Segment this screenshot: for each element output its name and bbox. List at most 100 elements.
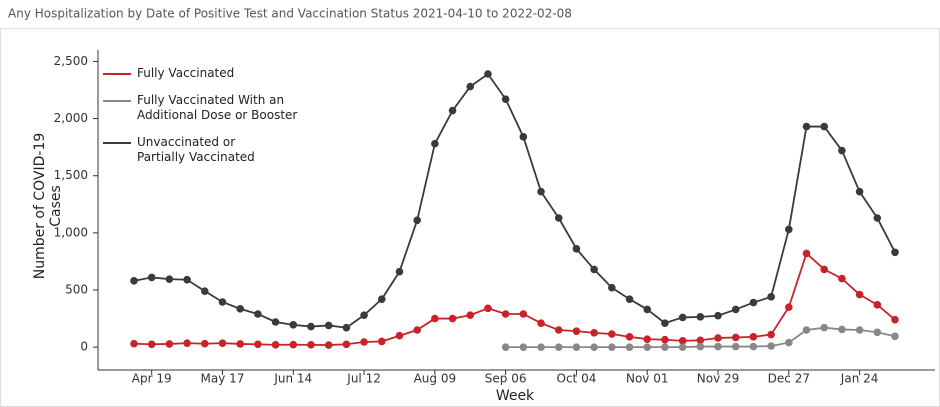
data-point xyxy=(324,321,333,330)
data-point xyxy=(236,305,244,313)
data-point xyxy=(501,310,510,318)
data-point xyxy=(590,329,598,337)
data-point xyxy=(501,343,510,351)
data-point xyxy=(590,343,598,351)
chart-title: Any Hospitalization by Date of Positive … xyxy=(8,7,572,21)
data-point xyxy=(785,338,793,347)
x-tick-label: Oct 04 xyxy=(557,372,597,386)
data-point xyxy=(324,341,333,349)
legend: Fully Vaccinated Fully Vaccinated With an… xyxy=(103,66,327,177)
y-tick-label: 2,500 xyxy=(54,54,88,68)
data-point xyxy=(360,338,368,346)
data-point xyxy=(767,330,775,339)
data-point xyxy=(271,341,280,349)
data-point xyxy=(537,343,545,351)
data-point xyxy=(448,106,457,115)
y-tick-label: 1,500 xyxy=(54,168,88,182)
data-point xyxy=(625,343,634,351)
data-point xyxy=(254,340,262,349)
x-axis-label: Week xyxy=(496,388,535,404)
data-point xyxy=(696,313,705,321)
data-point xyxy=(200,339,209,348)
y-tick-label: 2,000 xyxy=(54,111,88,125)
legend-swatch xyxy=(103,73,131,75)
legend-label: Fully Vaccinated xyxy=(137,66,235,80)
data-point xyxy=(608,283,616,292)
data-point xyxy=(891,315,899,324)
data-point xyxy=(785,303,793,311)
data-point xyxy=(678,337,687,345)
data-point xyxy=(838,325,846,334)
data-point xyxy=(785,225,793,234)
data-point xyxy=(130,277,138,285)
data-point xyxy=(218,298,227,306)
legend-label: Unvaccinated or Partially Vaccinated xyxy=(137,135,255,164)
data-point xyxy=(643,343,652,351)
data-point xyxy=(519,133,528,141)
data-point xyxy=(661,343,669,351)
data-point xyxy=(731,305,740,314)
data-point xyxy=(218,339,227,347)
data-point xyxy=(590,265,598,274)
data-point xyxy=(696,342,705,351)
data-point xyxy=(891,248,899,257)
data-point xyxy=(413,216,421,225)
data-point xyxy=(342,323,351,332)
data-point xyxy=(714,334,722,342)
data-point xyxy=(873,214,882,222)
legend-label: Fully Vaccinated With an Additional Dose… xyxy=(137,93,298,122)
y-tick-label: 0 xyxy=(80,340,88,354)
data-point xyxy=(838,146,846,155)
legend-item[interactable]: Fully Vaccinated With an Additional Dose… xyxy=(103,93,307,123)
data-point xyxy=(802,326,811,334)
data-point xyxy=(147,273,156,282)
data-point xyxy=(537,319,545,327)
x-tick-label: Jun 14 xyxy=(273,372,312,386)
data-point xyxy=(838,274,846,283)
data-point xyxy=(431,314,439,323)
data-point xyxy=(413,326,421,334)
data-point xyxy=(855,187,864,196)
data-point xyxy=(519,310,528,318)
legend-item[interactable]: Fully Vaccinated xyxy=(103,66,327,81)
data-point xyxy=(625,333,634,341)
data-point xyxy=(200,287,209,295)
x-tick-label: May 17 xyxy=(201,372,245,386)
data-point xyxy=(165,275,174,283)
data-point xyxy=(802,249,811,258)
data-point xyxy=(289,321,298,329)
data-point xyxy=(448,314,457,323)
data-point xyxy=(307,341,315,349)
y-tick-label: 500 xyxy=(65,283,88,297)
data-point xyxy=(377,295,386,303)
data-point xyxy=(802,122,811,131)
data-point xyxy=(855,290,864,299)
data-point xyxy=(519,343,528,351)
data-point xyxy=(466,311,475,319)
legend-swatch xyxy=(103,100,131,102)
data-point xyxy=(572,343,581,351)
data-point xyxy=(714,342,722,351)
data-point xyxy=(767,342,775,350)
data-point xyxy=(714,311,722,320)
data-point xyxy=(820,323,829,332)
data-point xyxy=(466,82,475,91)
legend-item[interactable]: Unvaccinated or Partially Vaccinated xyxy=(103,135,267,165)
data-point xyxy=(537,187,545,196)
data-point xyxy=(661,319,669,327)
data-point xyxy=(873,328,882,337)
data-point xyxy=(608,330,616,338)
data-point xyxy=(625,295,634,303)
data-point xyxy=(289,340,298,349)
data-point xyxy=(749,342,758,351)
data-point xyxy=(395,267,404,276)
data-point xyxy=(643,335,652,343)
data-point xyxy=(643,305,652,314)
data-point xyxy=(183,275,191,284)
data-point xyxy=(891,332,899,341)
x-tick-label: Dec 27 xyxy=(768,372,810,386)
data-point xyxy=(183,339,191,347)
legend-swatch xyxy=(103,142,131,144)
data-point xyxy=(377,337,386,346)
data-point xyxy=(731,342,740,351)
